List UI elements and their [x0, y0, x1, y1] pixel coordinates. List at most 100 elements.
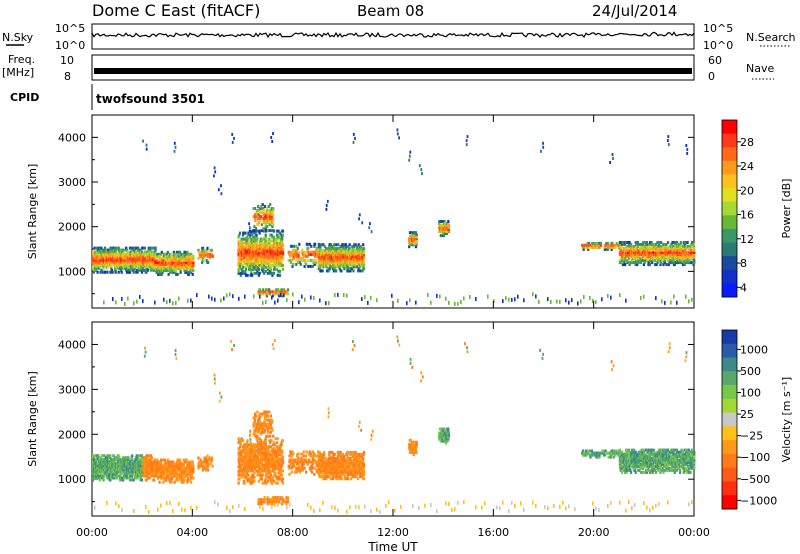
range-cell: [131, 462, 135, 466]
range-cell: [120, 460, 123, 464]
range-cell: [444, 222, 447, 225]
range-cell: [249, 251, 252, 255]
range-cell: [187, 256, 190, 260]
range-cell: [128, 460, 132, 464]
range-cell: [271, 221, 274, 225]
range-cell: [326, 263, 329, 267]
range-cell: [247, 473, 250, 477]
range-cell: [295, 248, 299, 252]
range-cell: [239, 263, 242, 267]
range-cell: [187, 476, 190, 480]
range-cell: [414, 231, 417, 235]
range-cell: [354, 263, 357, 267]
range-cell: [186, 464, 189, 468]
nsky-label: N.Sky: [2, 31, 34, 44]
range-cell: [685, 245, 688, 248]
range-cell: [92, 460, 95, 464]
range-cell: [173, 260, 176, 264]
range-cell: [273, 253, 276, 257]
range-cell: [240, 453, 243, 457]
range-cell: [110, 476, 113, 480]
range-cell: [269, 255, 272, 259]
range-cell: [623, 261, 626, 265]
ground-cell: [487, 294, 489, 299]
range-cell: [540, 149, 542, 153]
panel-frame: [91, 114, 695, 309]
range-cell: [408, 245, 411, 249]
range-cell: [104, 270, 107, 274]
range-cell: [248, 239, 251, 243]
range-cell: [353, 243, 356, 247]
range-cell: [256, 237, 259, 241]
range-cell: [138, 252, 141, 256]
range-cell: [260, 265, 263, 269]
range-cell: [141, 460, 144, 464]
y-tick-label: 4000: [58, 131, 86, 144]
range-cell: [281, 251, 285, 255]
range-cell: [637, 243, 640, 246]
range-cell: [160, 272, 163, 276]
range-cell: [237, 437, 240, 441]
range-cell: [182, 458, 185, 462]
range-cell: [199, 458, 202, 462]
range-cell: [175, 272, 178, 276]
range-cell: [176, 262, 179, 266]
range-cell: [587, 241, 591, 245]
range-cell: [287, 250, 290, 254]
ground-cell: [277, 298, 279, 303]
range-cell: [167, 260, 170, 264]
range-cell: [254, 449, 257, 453]
range-cell: [92, 478, 95, 482]
range-cell: [168, 462, 171, 466]
range-cell: [173, 254, 176, 258]
range-cell: [444, 232, 447, 236]
range-cell: [253, 445, 256, 449]
range-cell: [171, 476, 174, 480]
range-cell: [276, 273, 279, 277]
range-cell: [270, 136, 273, 139]
range-cell: [297, 252, 300, 256]
range-cell: [268, 249, 271, 253]
range-cell: [119, 262, 122, 266]
range-cell: [151, 252, 154, 256]
range-cell: [257, 229, 260, 233]
ground-cell: [565, 298, 567, 303]
range-cell: [263, 221, 266, 225]
range-cell: [105, 472, 108, 476]
range-cell: [606, 245, 609, 249]
range-cell: [654, 243, 658, 246]
range-cell: [117, 252, 120, 256]
range-cell: [301, 258, 304, 262]
range-cell: [253, 261, 256, 265]
range-cell: [340, 249, 343, 253]
range-cell: [291, 258, 294, 262]
range-cell: [183, 266, 186, 270]
range-cell: [249, 245, 252, 249]
range-cell: [207, 252, 210, 256]
range-cell: [603, 247, 606, 251]
range-cell: [185, 254, 188, 258]
range-cell: [264, 235, 267, 239]
range-cell: [669, 245, 673, 248]
range-cell: [338, 259, 341, 263]
range-cell: [682, 247, 685, 250]
range-cell: [198, 462, 201, 466]
range-cell: [621, 263, 624, 267]
range-cell: [182, 264, 185, 268]
range-cell: [246, 479, 249, 483]
range-cell: [146, 458, 150, 462]
range-cell: [625, 255, 628, 259]
range-cell: [137, 246, 140, 250]
range-cell: [149, 248, 152, 252]
range-cell: [237, 481, 240, 485]
range-cell: [125, 266, 129, 270]
range-cell: [253, 235, 256, 239]
range-cell: [253, 265, 256, 269]
range-cell: [542, 145, 545, 149]
range-cell: [239, 449, 242, 453]
range-cell: [269, 209, 272, 212]
range-cell: [159, 264, 162, 268]
range-cell: [153, 256, 156, 260]
range-cell: [277, 229, 280, 233]
ground-cell: [460, 300, 462, 304]
